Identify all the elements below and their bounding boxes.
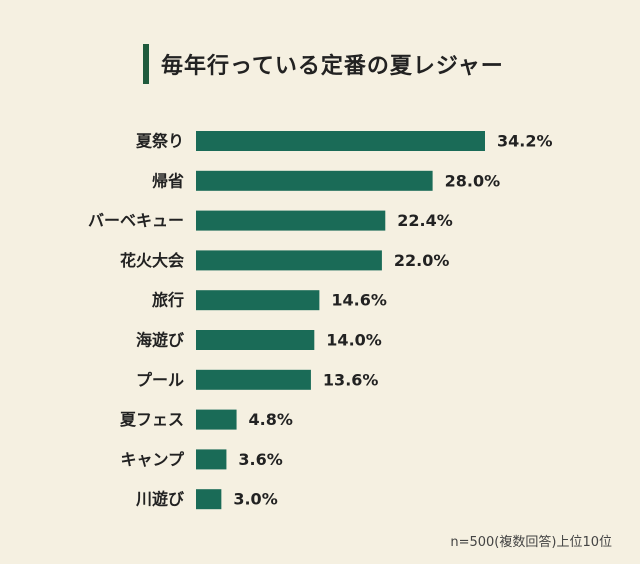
category-label: バーベキュー: [88, 211, 184, 230]
bar: [196, 369, 311, 390]
value-label: 22.4%: [397, 211, 453, 230]
bar: [196, 131, 485, 151]
bar: [196, 409, 237, 430]
category-label: プール: [136, 370, 184, 389]
value-label: 14.6%: [331, 291, 387, 310]
value-label: 3.6%: [238, 450, 282, 469]
value-label: 13.6%: [323, 370, 379, 389]
bar: [196, 330, 315, 350]
bar: [196, 449, 227, 470]
category-label: 旅行: [152, 291, 184, 310]
footnote: n=500(複数回答)上位10位: [450, 535, 612, 550]
category-label: 帰省: [152, 171, 184, 190]
value-label: 22.0%: [394, 251, 450, 270]
bar: [196, 210, 386, 231]
category-label: 夏フェス: [119, 410, 184, 429]
category-label: 夏祭り: [135, 132, 184, 151]
bar: [196, 170, 433, 191]
category-label: 川遊び: [135, 490, 185, 509]
value-label: 34.2%: [497, 132, 553, 151]
category-label: 花火大会: [120, 251, 184, 270]
bar: [196, 489, 222, 510]
value-label: 28.0%: [445, 171, 501, 190]
category-label: キャンプ: [120, 450, 185, 469]
value-label: 3.0%: [233, 490, 277, 509]
category-label: 海遊び: [136, 331, 185, 350]
bar: [196, 290, 320, 311]
chart-title: 毎年行っている定番の夏レジャー: [143, 44, 504, 84]
bar: [196, 250, 382, 271]
title-accent-bar: [143, 44, 149, 84]
value-label: 4.8%: [249, 410, 293, 429]
value-label: 14.0%: [326, 331, 382, 350]
chart-title-text: 毎年行っている定番の夏レジャー: [161, 54, 504, 79]
